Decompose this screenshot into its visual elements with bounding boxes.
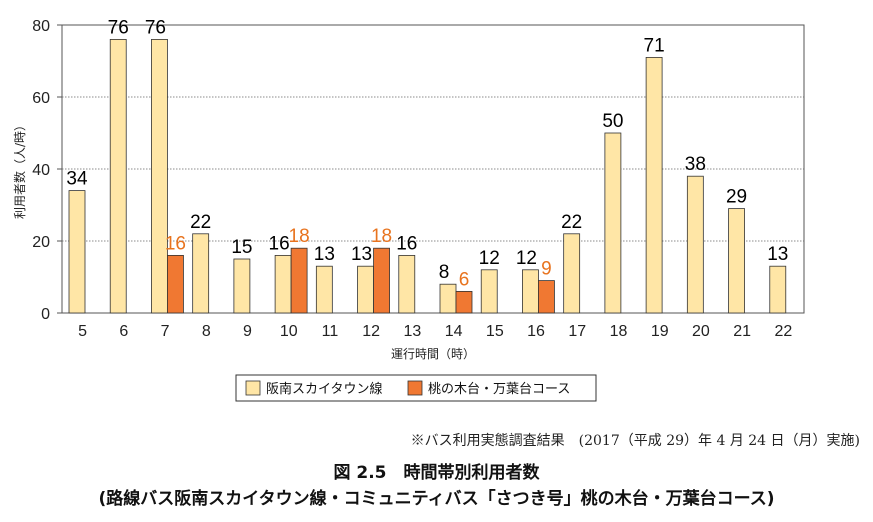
data-label-skytown: 76 — [108, 17, 129, 38]
bar-momonokidai — [538, 280, 555, 314]
data-label-skytown: 22 — [561, 212, 582, 233]
x-tick-label: 12 — [362, 323, 380, 340]
y-axis-label: 利用者数（人/時） — [12, 119, 27, 219]
legend-swatch-skytown — [245, 380, 261, 396]
bar-skytown — [274, 254, 292, 314]
bar-skytown — [109, 39, 127, 314]
y-tick-label: 60 — [32, 90, 50, 107]
x-tick-label: 5 — [78, 323, 87, 340]
x-tick-label: 10 — [280, 323, 298, 340]
x-tick-label: 8 — [202, 323, 211, 340]
bar-skytown — [645, 57, 663, 314]
bar-skytown — [68, 190, 86, 314]
x-tick-label: 18 — [610, 323, 628, 340]
y-tick-label: 80 — [32, 18, 50, 35]
legend-swatch-momonokidai — [407, 380, 423, 396]
bar-skytown — [769, 265, 787, 314]
bar-skytown — [480, 269, 498, 314]
bar-skytown — [563, 233, 581, 314]
bar-momonokidai — [290, 247, 308, 314]
x-tick-label: 22 — [774, 323, 792, 340]
data-label-skytown: 16 — [269, 233, 290, 254]
x-tick-label: 14 — [445, 323, 463, 340]
figure-subtitle: (路線バス阪南スカイタウン線・コミュニティバス「さつき号」桃の木台・万葉台コース… — [98, 489, 775, 509]
bar-momonokidai — [455, 290, 473, 314]
x-tick-label: 19 — [651, 323, 669, 340]
legend-label-skytown: 阪南スカイタウン線 — [266, 381, 382, 397]
figure-title: 図 2.5 時間帯別利用者数 — [333, 463, 540, 483]
bar-skytown — [439, 283, 457, 314]
x-tick-label: 13 — [403, 323, 421, 340]
y-tick-label: 0 — [41, 306, 50, 323]
bar-skytown — [192, 233, 210, 314]
x-axis-label: 運行時間（時） — [391, 347, 475, 361]
bar-momonokidai — [167, 254, 184, 314]
x-tick-label: 15 — [486, 323, 504, 340]
data-label-skytown: 76 — [145, 17, 166, 38]
x-tick-label: 9 — [243, 323, 252, 340]
data-label-skytown: 15 — [231, 237, 252, 258]
data-label-skytown: 16 — [396, 233, 417, 254]
data-label-skytown: 13 — [351, 244, 372, 265]
survey-note: ※バス利用実態調査結果 (2017（平成 29）年 4 月 24 日（月）実施) — [410, 433, 860, 449]
data-label-momonokidai: 16 — [165, 233, 186, 254]
x-tick-label: 21 — [733, 323, 751, 340]
x-tick-label: 16 — [527, 323, 545, 340]
bar-momonokidai — [373, 247, 390, 314]
x-tick-label: 17 — [568, 323, 586, 340]
data-label-skytown: 34 — [66, 169, 88, 190]
x-tick-label: 6 — [119, 323, 128, 340]
data-label-skytown: 71 — [644, 35, 665, 56]
bar-skytown — [357, 265, 374, 314]
bar-skytown — [315, 265, 333, 314]
data-label-momonokidai: 6 — [459, 269, 470, 290]
data-label-momonokidai: 18 — [289, 226, 310, 247]
bar-skytown — [151, 39, 168, 314]
data-label-momonokidai: 9 — [541, 259, 552, 280]
bar-skytown — [233, 258, 251, 314]
data-label-skytown: 8 — [439, 262, 450, 283]
data-label-skytown: 29 — [726, 187, 747, 208]
bar-skytown — [686, 175, 704, 314]
data-label-momonokidai: 18 — [371, 226, 392, 247]
x-tick-label: 20 — [692, 323, 710, 340]
bar-skytown — [728, 208, 745, 314]
data-label-skytown: 50 — [602, 111, 623, 132]
x-tick-label: 7 — [161, 323, 170, 340]
bar-skytown — [522, 269, 539, 314]
data-label-skytown: 13 — [314, 244, 335, 265]
y-tick-label: 20 — [32, 234, 50, 251]
bar-skytown — [398, 254, 416, 314]
data-label-skytown: 13 — [767, 244, 788, 265]
data-label-skytown: 22 — [190, 212, 211, 233]
data-label-skytown: 12 — [516, 248, 537, 269]
x-tick-label: 11 — [322, 323, 339, 340]
data-label-skytown: 12 — [479, 248, 500, 269]
bar-skytown — [604, 132, 622, 314]
data-label-skytown: 38 — [685, 154, 706, 175]
legend-label-momonokidai: 桃の木台・万葉台コース — [428, 382, 570, 397]
y-tick-label: 40 — [32, 162, 50, 179]
